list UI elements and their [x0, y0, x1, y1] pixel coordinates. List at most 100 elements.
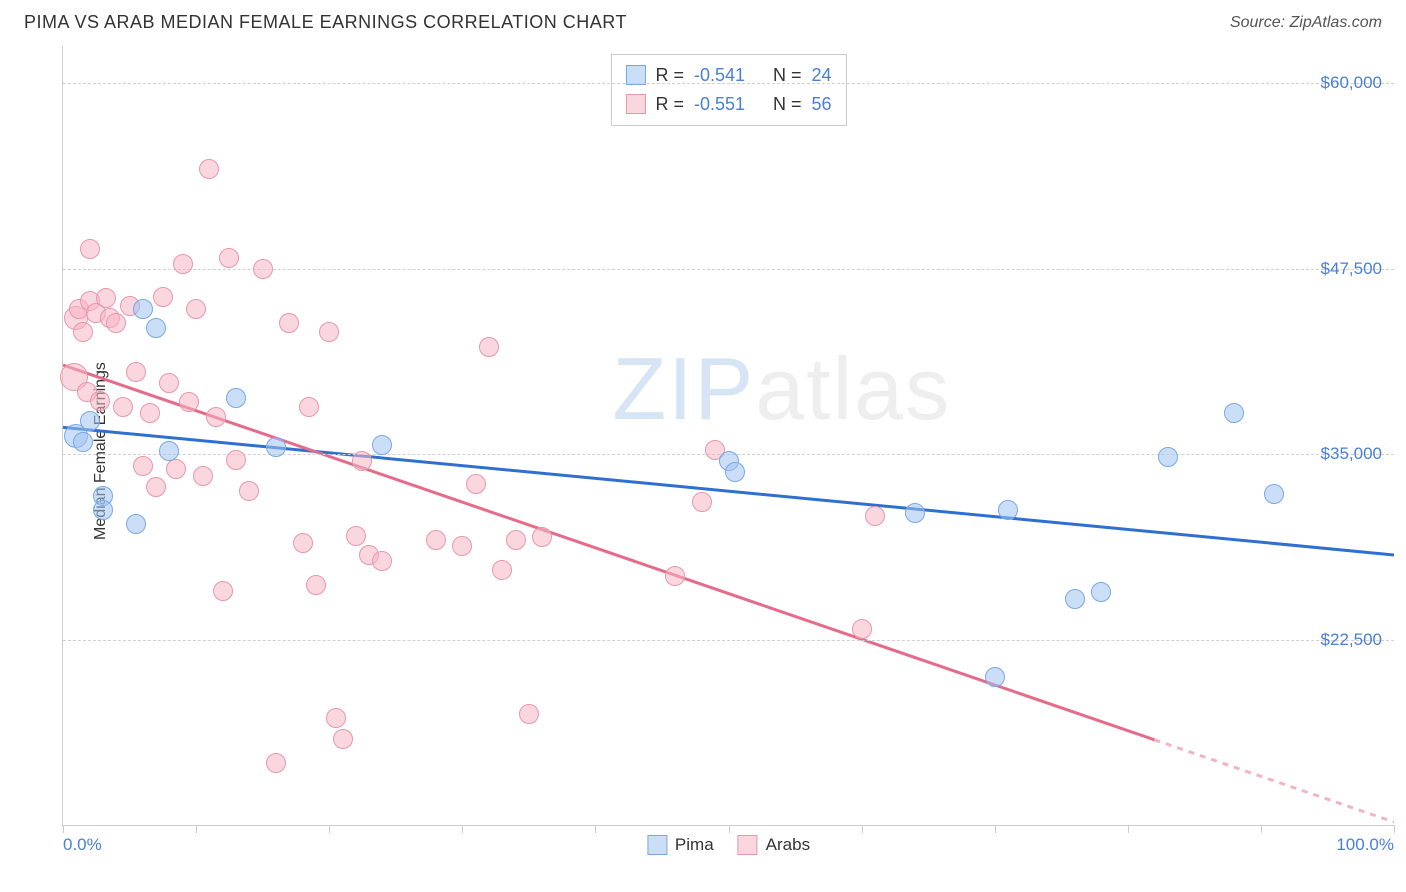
data-point	[852, 619, 872, 639]
data-point	[299, 397, 319, 417]
data-point	[905, 503, 925, 523]
data-point	[865, 506, 885, 526]
x-tick-label: 100.0%	[1336, 835, 1394, 855]
data-point	[1224, 403, 1244, 423]
y-tick-label: $60,000	[1321, 73, 1382, 93]
data-point	[159, 441, 179, 461]
legend-label-pima: Pima	[675, 835, 714, 855]
data-point	[140, 403, 160, 423]
data-point	[80, 239, 100, 259]
x-tick	[462, 825, 463, 833]
data-point	[532, 527, 552, 547]
data-point	[153, 287, 173, 307]
data-point	[479, 337, 499, 357]
x-tick	[196, 825, 197, 833]
r-label: R =	[655, 61, 684, 90]
data-point	[166, 459, 186, 479]
data-point	[193, 466, 213, 486]
grid-line	[63, 640, 1394, 641]
legend-item-arabs: Arabs	[738, 835, 810, 855]
r-value-pima: -0.541	[694, 61, 745, 90]
data-point	[346, 526, 366, 546]
legend-swatch-arabs	[738, 835, 758, 855]
data-point	[253, 259, 273, 279]
data-point	[226, 388, 246, 408]
data-point	[1065, 589, 1085, 609]
legend-swatch-pima	[647, 835, 667, 855]
data-point	[133, 456, 153, 476]
watermark-zip: ZIP	[612, 339, 755, 438]
data-point	[146, 318, 166, 338]
data-point	[466, 474, 486, 494]
data-point	[426, 530, 446, 550]
data-point	[519, 704, 539, 724]
data-point	[326, 708, 346, 728]
data-point	[998, 500, 1018, 520]
data-point	[266, 437, 286, 457]
data-point	[179, 392, 199, 412]
data-point	[1264, 484, 1284, 504]
x-tick	[63, 825, 64, 833]
legend-label-arabs: Arabs	[766, 835, 810, 855]
data-point	[452, 536, 472, 556]
data-point	[219, 248, 239, 268]
correlation-row-pima: R = -0.541 N = 24	[625, 61, 831, 90]
y-tick-label: $22,500	[1321, 630, 1382, 650]
data-point	[506, 530, 526, 550]
n-label: N =	[773, 61, 802, 90]
data-point	[665, 566, 685, 586]
data-point	[239, 481, 259, 501]
grid-line	[63, 83, 1394, 84]
x-tick	[1128, 825, 1129, 833]
n-value-arabs: 56	[812, 90, 832, 119]
data-point	[279, 313, 299, 333]
y-tick-label: $47,500	[1321, 259, 1382, 279]
y-tick-label: $35,000	[1321, 444, 1382, 464]
data-point	[186, 299, 206, 319]
data-point	[73, 322, 93, 342]
data-point	[985, 667, 1005, 687]
x-tick	[329, 825, 330, 833]
watermark: ZIPatlas	[612, 338, 951, 440]
trend-lines-svg	[63, 46, 1394, 825]
data-point	[93, 500, 113, 520]
series-legend: Pima Arabs	[647, 835, 810, 855]
plot-area: ZIPatlas R = -0.541 N = 24 R = -0.551 N …	[62, 46, 1394, 826]
source-label: Source: ZipAtlas.com	[1230, 14, 1382, 32]
data-point	[692, 492, 712, 512]
watermark-atlas: atlas	[755, 339, 951, 438]
data-point	[213, 581, 233, 601]
data-point	[1158, 447, 1178, 467]
legend-swatch-arabs	[625, 94, 645, 114]
data-point	[372, 551, 392, 571]
data-point	[492, 560, 512, 580]
x-tick	[995, 825, 996, 833]
x-tick	[1394, 825, 1395, 833]
data-point	[306, 575, 326, 595]
data-point	[333, 729, 353, 749]
chart-container: Median Female Earnings ZIPatlas R = -0.5…	[48, 46, 1394, 856]
data-point	[372, 435, 392, 455]
x-tick	[729, 825, 730, 833]
n-value-pima: 24	[812, 61, 832, 90]
x-tick-label: 0.0%	[63, 835, 102, 855]
data-point	[725, 462, 745, 482]
data-point	[96, 288, 116, 308]
data-point	[126, 362, 146, 382]
correlation-legend: R = -0.541 N = 24 R = -0.551 N = 56	[610, 54, 846, 126]
data-point	[1091, 582, 1111, 602]
data-point	[352, 451, 372, 471]
data-point	[146, 477, 166, 497]
data-point	[199, 159, 219, 179]
legend-item-pima: Pima	[647, 835, 714, 855]
data-point	[90, 391, 110, 411]
chart-title: PIMA VS ARAB MEDIAN FEMALE EARNINGS CORR…	[24, 12, 627, 33]
data-point	[126, 514, 146, 534]
data-point	[206, 407, 226, 427]
n-label: N =	[773, 90, 802, 119]
data-point	[266, 753, 286, 773]
data-point	[133, 299, 153, 319]
data-point	[73, 432, 93, 452]
data-point	[319, 322, 339, 342]
data-point	[80, 411, 100, 431]
